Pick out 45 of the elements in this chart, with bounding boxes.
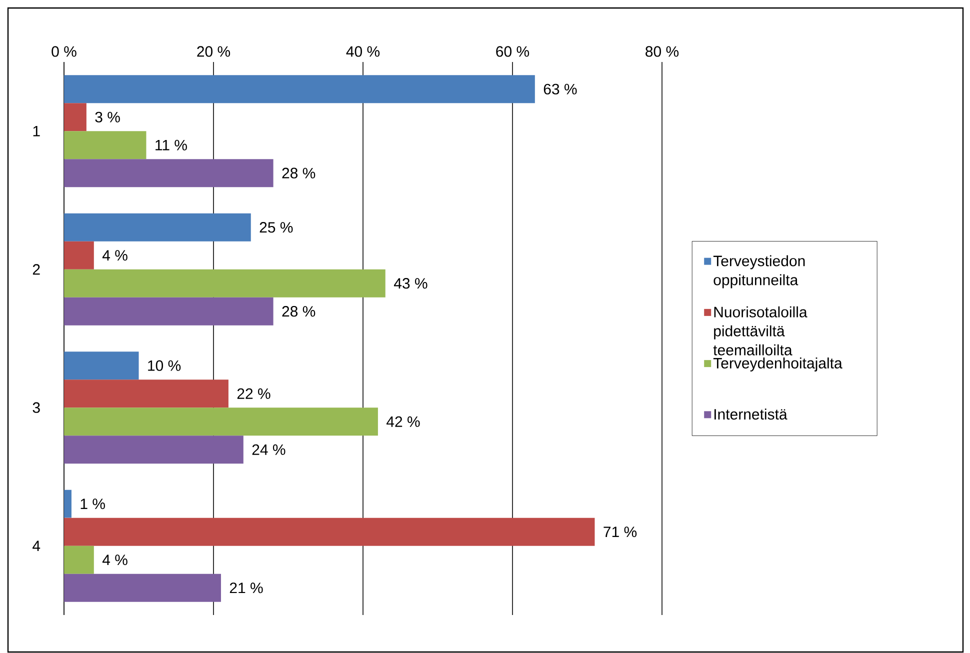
bar: [64, 103, 86, 132]
data-label: 21 %: [230, 582, 263, 594]
bar: [64, 436, 244, 464]
x-tick-label: 40 %: [346, 46, 380, 57]
bar: [64, 269, 386, 298]
data-label: 25 %: [260, 222, 293, 233]
data-label: 1 %: [80, 498, 105, 510]
x-tick-label: 60 %: [496, 46, 530, 57]
x-tick-label: 20 %: [197, 46, 230, 57]
data-label: 63 %: [544, 84, 577, 94]
bar: [64, 490, 72, 518]
bar: [64, 297, 274, 326]
bar: [64, 75, 535, 104]
bar: [64, 518, 595, 546]
bar: [64, 352, 139, 380]
data-label: 11 %: [156, 140, 187, 150]
y-tick-label: 1: [33, 126, 40, 136]
data-label: 28 %: [282, 168, 316, 178]
bar: [64, 241, 94, 270]
y-tick-label: 3: [32, 402, 40, 413]
bar: [64, 213, 251, 242]
x-tick-label: 80 %: [646, 46, 679, 57]
data-label: 4 %: [102, 554, 128, 566]
y-tick-label: 4: [32, 540, 40, 552]
bar: [64, 408, 378, 436]
bar: [64, 574, 221, 602]
bar: [64, 159, 274, 188]
data-label: 4 %: [102, 250, 128, 261]
data-label: 42 %: [386, 416, 420, 427]
data-label: 10 %: [148, 360, 181, 371]
bar: [64, 380, 228, 408]
data-label: 71 %: [604, 526, 637, 538]
bar: [64, 131, 146, 160]
legend-label: Terveystiedon oppitunneilta: [713, 255, 805, 288]
data-label: 22 %: [237, 388, 270, 399]
bar: [64, 546, 94, 574]
y-tick-label: 2: [32, 264, 40, 275]
legend-label: Terveydenhoitajalta: [713, 358, 842, 372]
x-tick-label: 0 %: [52, 46, 76, 57]
data-label: 24 %: [252, 444, 286, 455]
legend-label: Internetistä: [714, 408, 788, 420]
data-label: 43 %: [394, 278, 428, 289]
data-label: 3 %: [95, 112, 120, 122]
data-label: 28 %: [282, 306, 316, 317]
legend-label: Nuorisotaloilla pidettäviltä teemailloilta: [713, 306, 808, 356]
